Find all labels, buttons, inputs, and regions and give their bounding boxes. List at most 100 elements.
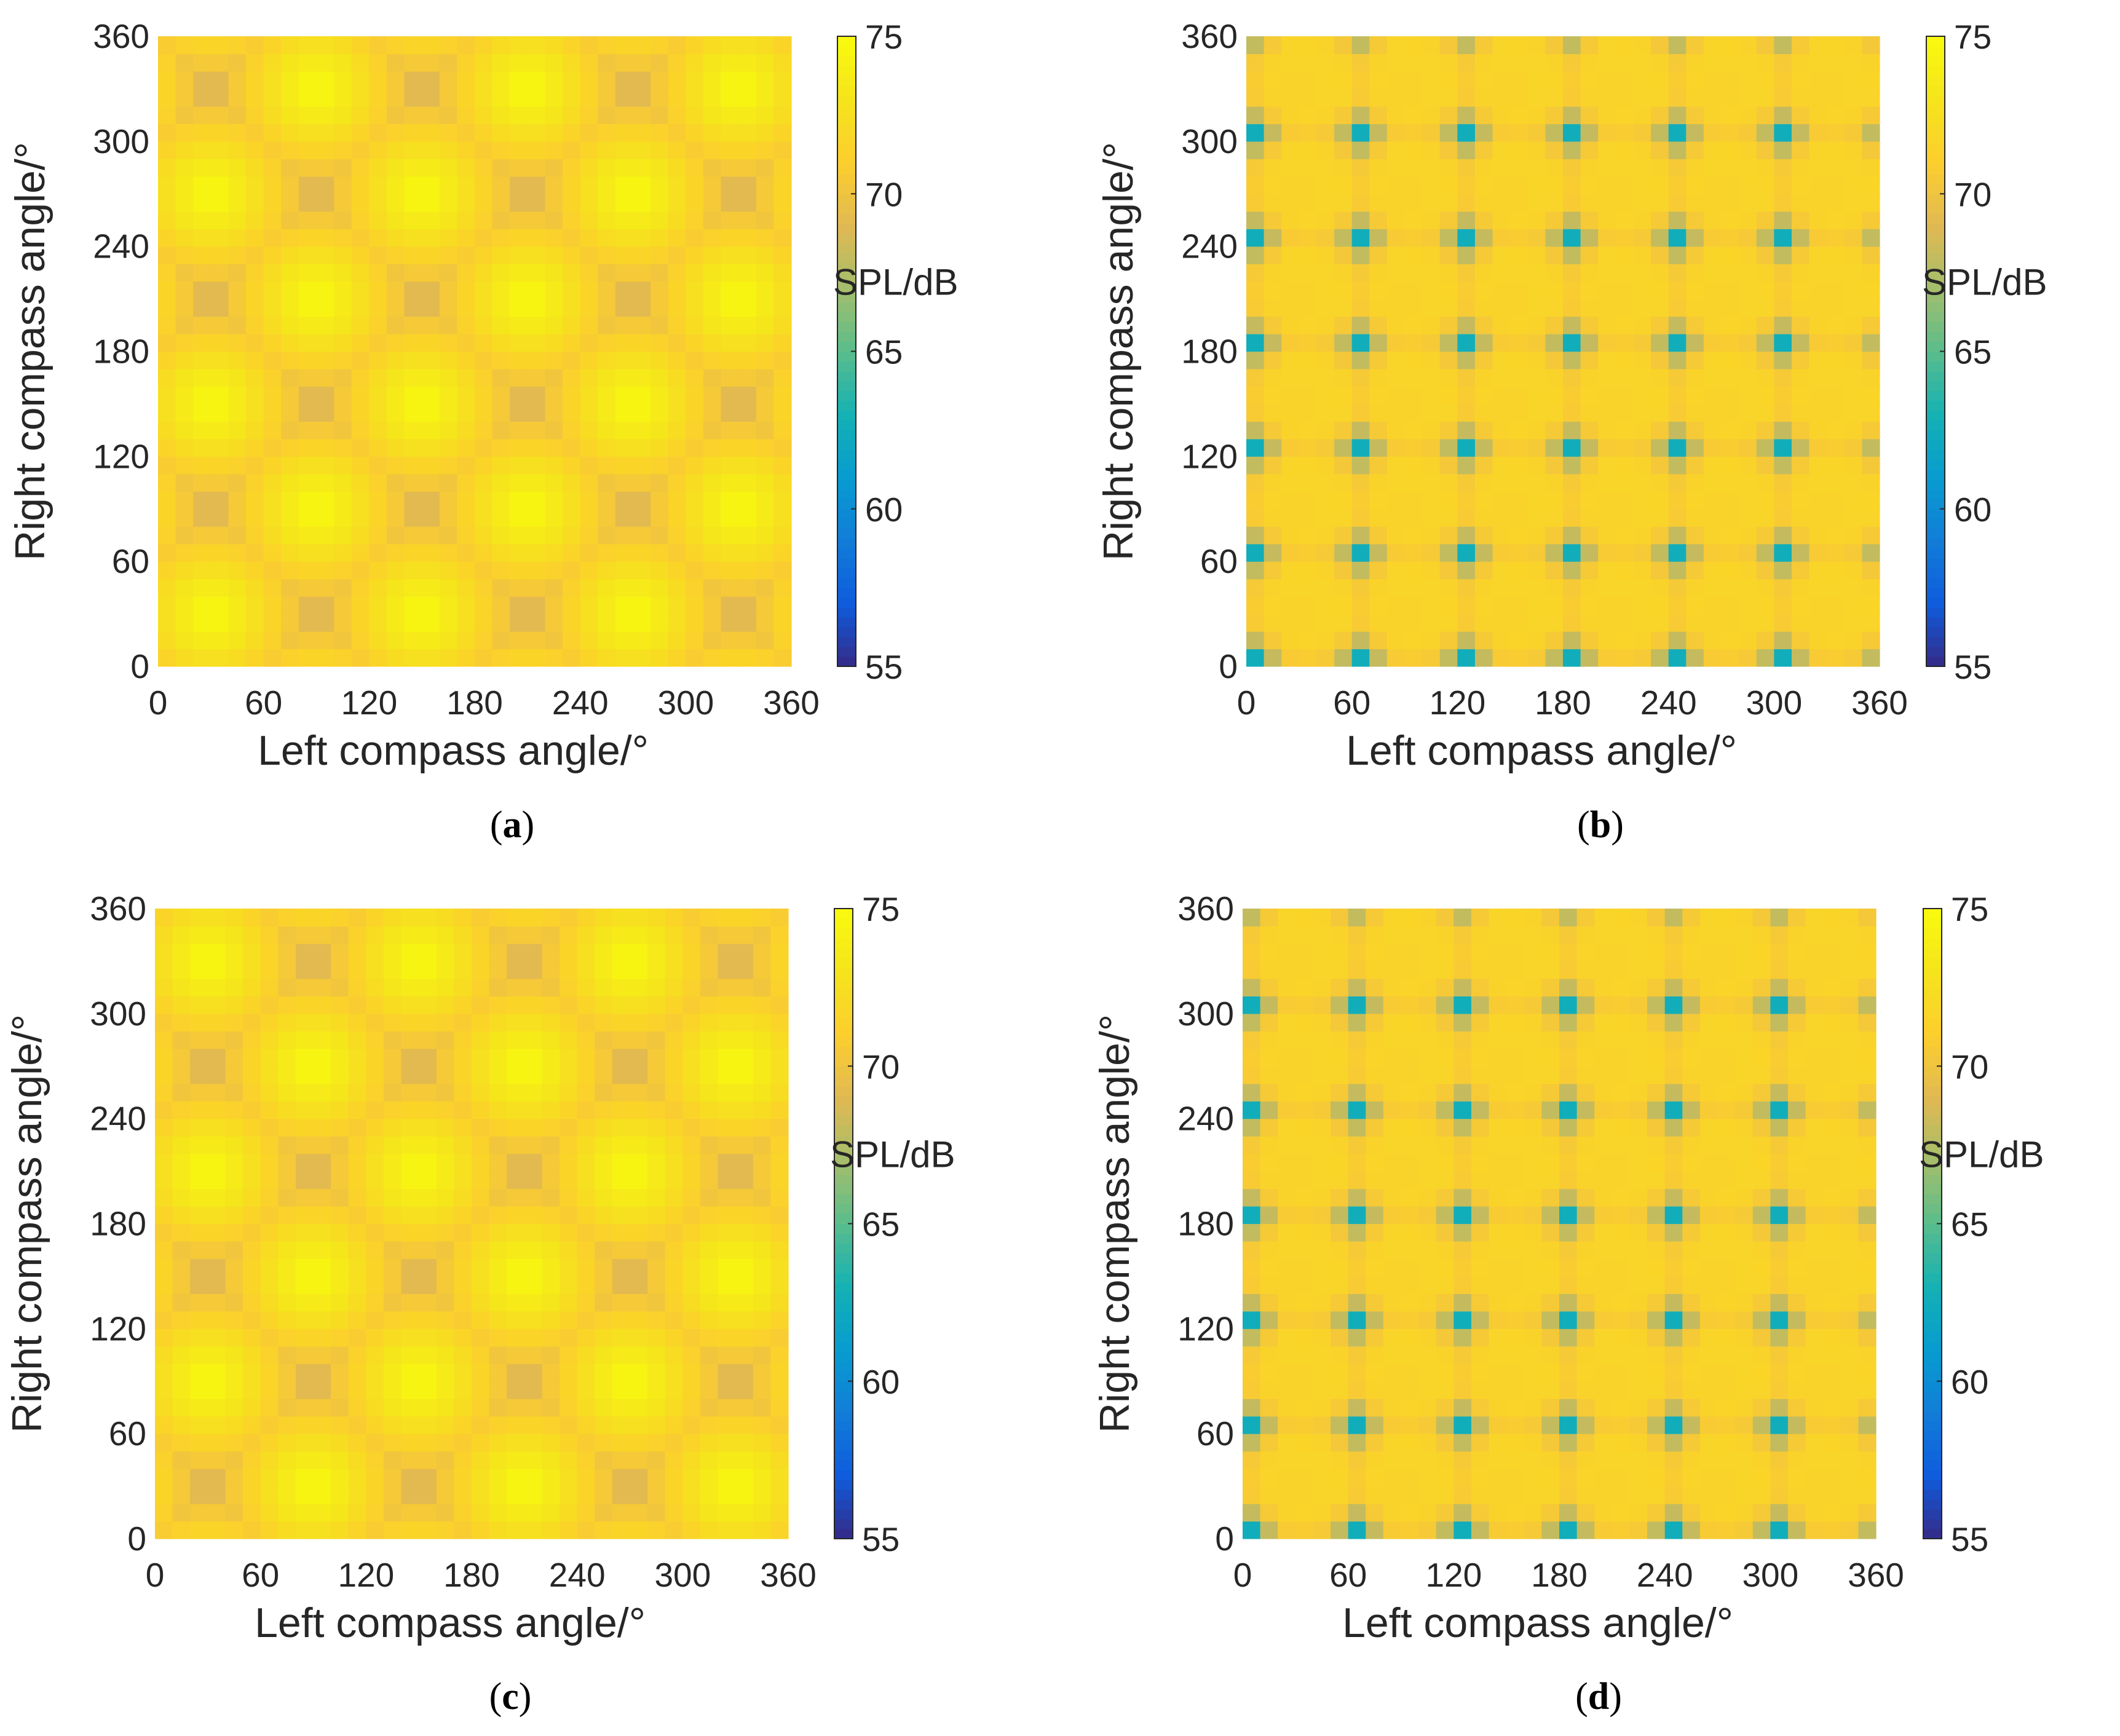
heatmap-cell bbox=[738, 596, 757, 615]
heatmap-cell bbox=[1471, 1381, 1490, 1399]
colorbar-segment bbox=[1926, 223, 1945, 234]
heatmap-cell bbox=[560, 1188, 578, 1207]
heatmap-cell bbox=[630, 1276, 648, 1294]
heatmap-cell bbox=[577, 996, 595, 1014]
heatmap-cell bbox=[527, 403, 546, 422]
heatmap-cell bbox=[598, 631, 616, 650]
heatmap-cell bbox=[1756, 543, 1774, 562]
heatmap-cell bbox=[1510, 211, 1529, 229]
heatmap-cell bbox=[401, 978, 419, 996]
heatmap-cell bbox=[1281, 89, 1300, 107]
heatmap-cell bbox=[545, 89, 563, 107]
heatmap-cell bbox=[527, 526, 546, 545]
heatmap-cell bbox=[1594, 1258, 1613, 1277]
colorbar-segment bbox=[1926, 548, 1945, 559]
heatmap-cell bbox=[580, 176, 598, 194]
heatmap-cell bbox=[1756, 194, 1774, 212]
heatmap-cell bbox=[281, 456, 299, 475]
y-tick-label: 60 bbox=[109, 1414, 146, 1453]
heatmap-cell bbox=[278, 1223, 296, 1242]
heatmap-cell bbox=[1418, 1136, 1437, 1154]
heatmap-cell bbox=[651, 36, 669, 55]
heatmap-cell bbox=[489, 909, 507, 927]
heatmap-cell bbox=[1844, 176, 1862, 194]
heatmap-cell bbox=[703, 124, 722, 142]
heatmap-cell bbox=[753, 1451, 771, 1469]
heatmap-cell bbox=[718, 1048, 736, 1067]
heatmap-cell bbox=[647, 1399, 666, 1417]
heatmap-cell bbox=[545, 421, 563, 440]
heatmap-cell bbox=[545, 403, 563, 422]
heatmap-cell bbox=[1313, 1031, 1331, 1049]
heatmap-cell bbox=[630, 1118, 648, 1137]
colorbar-segment bbox=[837, 302, 856, 313]
heatmap-cell bbox=[383, 1258, 402, 1277]
heatmap-cell bbox=[172, 1066, 191, 1084]
heatmap-cell bbox=[595, 1241, 613, 1260]
heatmap-cell bbox=[472, 1504, 490, 1522]
colorbar-tick-label: 75 bbox=[1954, 18, 1991, 56]
heatmap-cell bbox=[1457, 351, 1476, 369]
heatmap-cell bbox=[560, 1486, 578, 1504]
panel-caption: (a) bbox=[490, 804, 534, 846]
heatmap-cell bbox=[542, 1083, 560, 1102]
heatmap-cell bbox=[1454, 1416, 1472, 1434]
heatmap-cell bbox=[1278, 1206, 1296, 1225]
heatmap-cell bbox=[1576, 943, 1595, 962]
heatmap-cell bbox=[647, 1223, 666, 1242]
heatmap-cell bbox=[756, 596, 774, 615]
heatmap-cell bbox=[668, 176, 686, 194]
heatmap-cell bbox=[316, 159, 334, 177]
heatmap-cell bbox=[770, 943, 789, 962]
y-tick-label: 180 bbox=[1181, 333, 1238, 371]
heatmap-cell bbox=[598, 491, 616, 510]
heatmap-cell bbox=[1862, 281, 1880, 299]
heatmap-cell bbox=[1295, 1451, 1314, 1469]
heatmap-cell bbox=[1492, 543, 1511, 562]
heatmap-cell bbox=[1369, 316, 1388, 334]
heatmap-cell bbox=[1474, 316, 1493, 334]
heatmap-cell bbox=[1721, 316, 1739, 334]
heatmap-cell bbox=[1436, 1083, 1454, 1102]
colorbar-segment bbox=[834, 938, 853, 949]
heatmap-cell bbox=[207, 1136, 226, 1154]
heatmap-cell bbox=[612, 1223, 631, 1242]
heatmap-cell bbox=[1351, 71, 1370, 90]
heatmap-cell bbox=[1386, 316, 1406, 334]
colorbar-segment bbox=[834, 1518, 853, 1529]
heatmap-cell bbox=[1492, 299, 1511, 317]
heatmap-cell bbox=[492, 543, 510, 562]
heatmap-cell bbox=[1510, 421, 1529, 440]
heatmap-cell bbox=[366, 1101, 384, 1119]
heatmap-cell bbox=[527, 106, 546, 124]
heatmap-cell bbox=[489, 1521, 507, 1539]
heatmap-cell bbox=[454, 1328, 472, 1347]
heatmap-cell bbox=[246, 614, 264, 632]
heatmap-cell bbox=[1510, 561, 1529, 580]
heatmap-cell bbox=[366, 1206, 384, 1225]
heatmap-cell bbox=[703, 141, 722, 159]
heatmap-cell bbox=[756, 141, 774, 159]
heatmap-cell bbox=[1383, 1469, 1402, 1487]
heatmap-cell bbox=[1594, 1399, 1613, 1417]
heatmap-cell bbox=[1295, 1223, 1314, 1242]
heatmap-cell bbox=[1281, 438, 1300, 457]
x-axis-label: Left compass angle/° bbox=[255, 1600, 646, 1646]
heatmap-cell bbox=[595, 1346, 613, 1364]
heatmap-cell bbox=[419, 1101, 437, 1119]
heatmap-cell bbox=[1422, 124, 1441, 142]
heatmap-cell bbox=[1576, 1469, 1595, 1487]
heatmap-cell bbox=[545, 299, 563, 317]
heatmap-cell bbox=[1243, 926, 1261, 944]
heatmap-cell bbox=[489, 1363, 507, 1382]
heatmap-cell bbox=[260, 1206, 279, 1225]
heatmap-cell bbox=[298, 351, 317, 369]
colorbar-segment bbox=[837, 46, 856, 57]
heatmap-cell bbox=[155, 1153, 173, 1172]
heatmap-cell bbox=[1369, 106, 1388, 124]
heatmap-cell bbox=[1404, 211, 1423, 229]
heatmap-cell bbox=[298, 281, 317, 299]
colorbar-segment bbox=[834, 928, 853, 939]
heatmap-cell bbox=[193, 89, 212, 107]
heatmap-cell bbox=[1668, 281, 1687, 299]
